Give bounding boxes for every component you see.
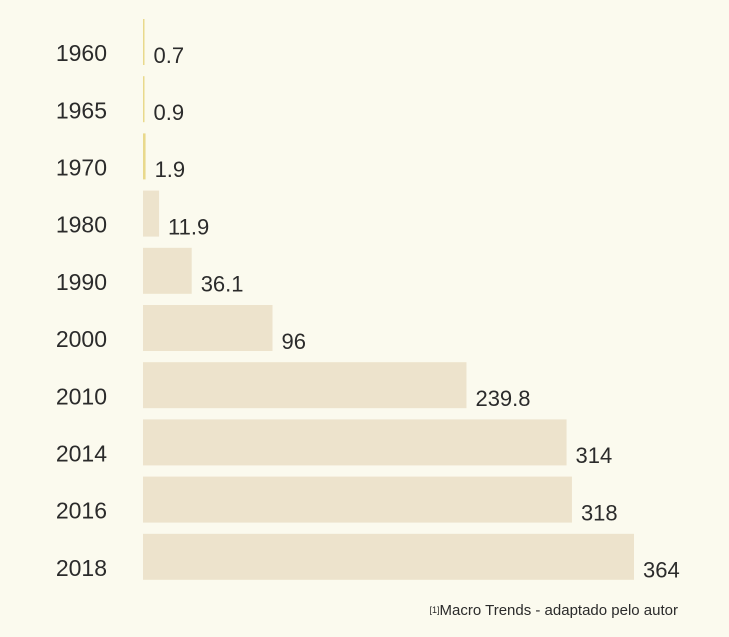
- category-label: 1970: [56, 154, 107, 180]
- bar: [143, 76, 145, 123]
- source: [1]Macro Trends - adaptado pelo autor: [430, 602, 679, 619]
- bar: [143, 19, 145, 65]
- category-label: 1980: [56, 212, 107, 238]
- value-label: 239.8: [475, 386, 530, 411]
- bar: [143, 133, 146, 180]
- bar: [143, 305, 273, 351]
- value-label: 314: [576, 443, 613, 468]
- value-label: 318: [581, 500, 618, 525]
- source-ref: [1]: [430, 605, 440, 615]
- value-label: 11.9: [168, 214, 209, 239]
- value-label: 0.9: [154, 100, 185, 125]
- bar: [143, 419, 567, 466]
- bar: [143, 476, 572, 523]
- category-label: 2000: [56, 326, 107, 352]
- bar: [143, 533, 634, 580]
- category-label: 2016: [56, 498, 107, 524]
- category-label: 2010: [56, 383, 107, 409]
- category-label: 1990: [56, 269, 107, 295]
- value-label: 0.7: [154, 43, 185, 68]
- category-label: 2014: [56, 440, 107, 466]
- value-label: 96: [281, 329, 305, 354]
- bar: [143, 190, 160, 237]
- value-label: 364: [643, 558, 680, 583]
- category-label: 2018: [56, 555, 107, 581]
- category-label: 1960: [56, 40, 107, 66]
- value-label: 1.9: [155, 157, 186, 182]
- category-label: 1965: [56, 97, 107, 123]
- bar: [143, 362, 467, 409]
- bar: [143, 247, 192, 294]
- value-label: 36.1: [201, 272, 244, 297]
- source-text: Macro Trends - adaptado pelo autor: [440, 602, 678, 619]
